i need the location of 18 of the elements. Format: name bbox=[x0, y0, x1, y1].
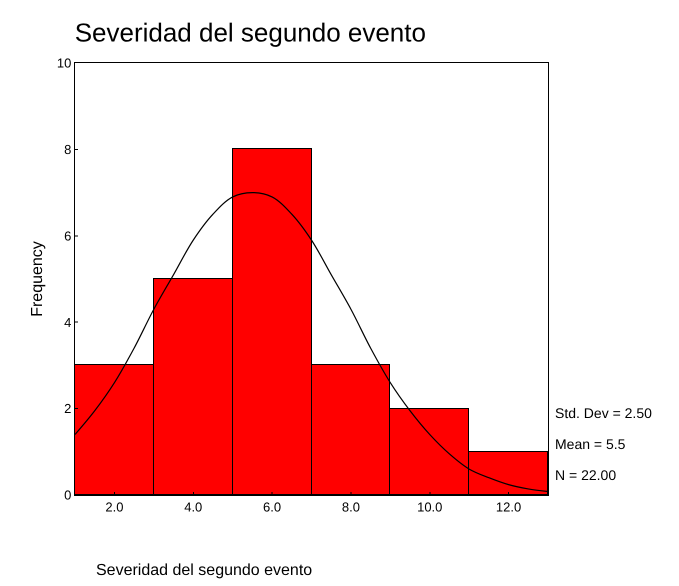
y-tick-label: 2 bbox=[64, 401, 72, 416]
x-tick-label: 4.0 bbox=[184, 500, 202, 515]
x-tick-label: 8.0 bbox=[342, 500, 360, 515]
x-tick-label: 10.0 bbox=[417, 500, 442, 515]
x-tick-label: 6.0 bbox=[263, 500, 282, 515]
text: Mean = 5.5 bbox=[555, 436, 626, 452]
text: N = 22.00 bbox=[555, 467, 616, 483]
y-tick-label: 8 bbox=[64, 142, 72, 157]
y-tick-label: 6 bbox=[64, 228, 72, 244]
y-tick-label: 4 bbox=[64, 314, 72, 330]
x-tick-label: 2.0 bbox=[105, 500, 124, 515]
text: Std. Dev = 2.50 bbox=[555, 405, 652, 421]
chart-title: Severidad del segundo evento bbox=[74, 18, 426, 48]
y-tick-label: 10 bbox=[56, 56, 72, 71]
y-tick-label: 0 bbox=[64, 488, 72, 503]
y-axis-title: Frequency bbox=[28, 241, 46, 317]
x-axis-title: Severidad del segundo evento bbox=[96, 562, 312, 579]
x-tick-label: 12.0 bbox=[496, 500, 522, 515]
